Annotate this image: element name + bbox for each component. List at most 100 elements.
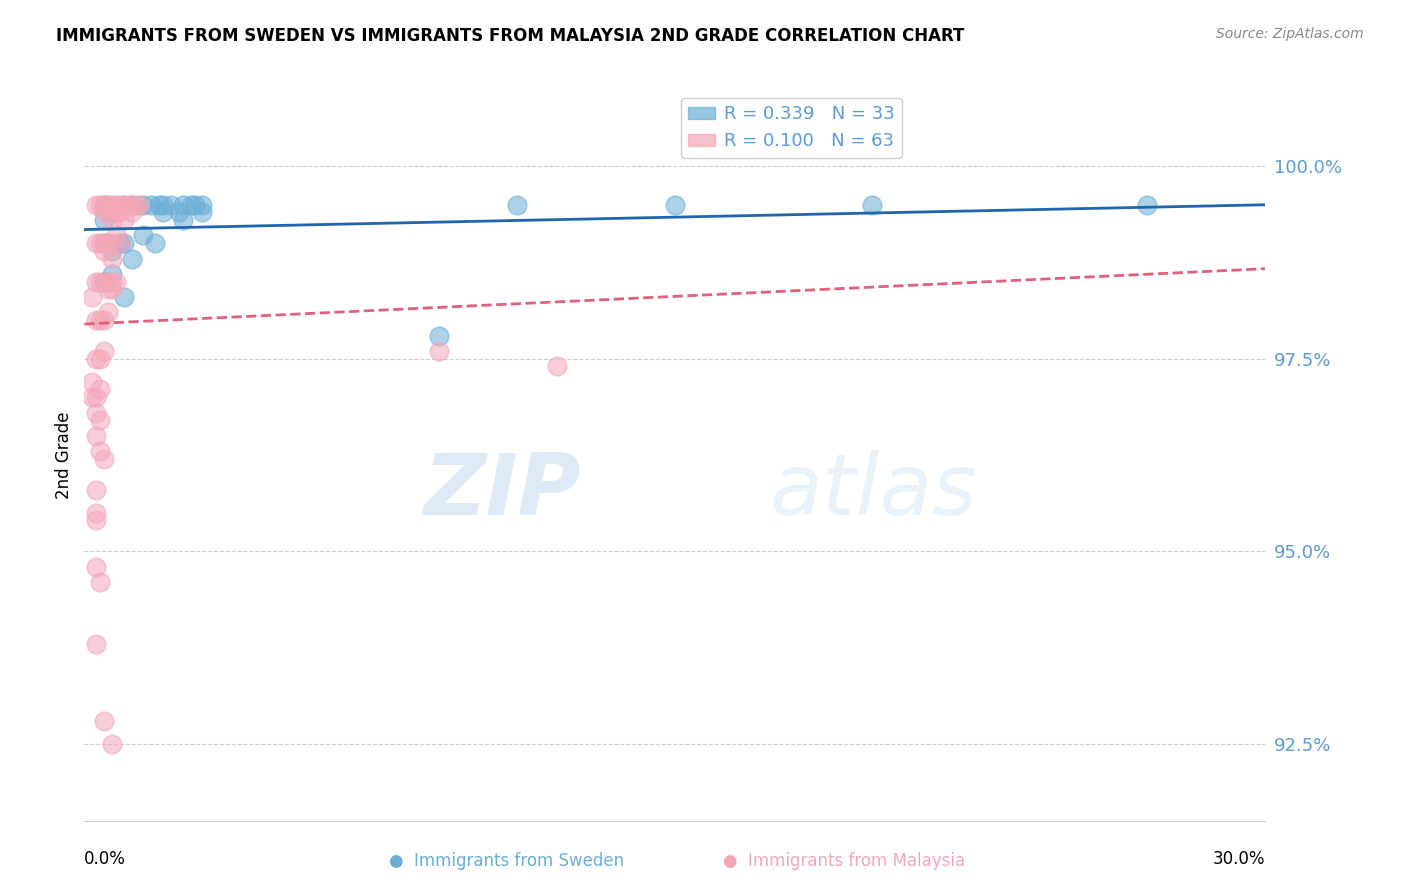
Point [160,197,183,211]
Point [84,506,107,520]
Point [97,282,120,296]
Point [84,275,107,289]
Point [97,305,120,319]
Point [93,236,115,251]
Point [860,197,883,211]
Point [93,343,115,358]
Point [101,267,124,281]
Point [152,197,174,211]
Point [93,275,115,289]
Text: ZIP: ZIP [423,450,581,533]
Point [101,244,124,258]
Point [121,197,143,211]
Point [84,236,107,251]
Point [89,444,111,458]
Y-axis label: 2nd Grade: 2nd Grade [55,411,73,499]
Point [128,197,150,211]
Point [93,451,115,466]
Point [89,413,111,427]
Point [104,205,127,219]
Point [121,197,143,211]
Point [97,205,120,219]
Point [148,197,170,211]
Point [97,236,120,251]
Point [108,236,131,251]
Point [427,328,450,343]
Point [89,275,111,289]
Point [89,574,111,589]
Point [112,213,135,227]
Point [93,313,115,327]
Point [143,236,166,251]
Point [84,197,107,211]
Point [172,197,194,211]
Point [89,313,111,327]
Point [180,197,202,211]
Point [101,213,124,227]
Point [108,197,131,211]
Point [93,236,115,251]
Point [167,205,190,219]
Point [93,213,115,227]
Point [104,228,127,243]
Point [101,197,124,211]
Point [152,205,174,219]
Point [108,236,131,251]
Point [84,483,107,497]
Point [141,197,163,211]
Legend: R = 0.339   N = 33, R = 0.100   N = 63: R = 0.339 N = 33, R = 0.100 N = 63 [681,98,903,158]
Point [108,205,131,219]
Point [101,282,124,296]
Text: Source: ZipAtlas.com: Source: ZipAtlas.com [1216,27,1364,41]
Text: 0.0%: 0.0% [84,850,127,868]
Point [93,197,115,211]
Point [82,290,104,304]
Point [93,205,115,219]
Point [101,236,124,251]
Point [84,559,107,574]
Point [546,359,568,374]
Point [101,737,124,751]
Point [172,213,194,227]
Point [132,197,155,211]
Point [124,197,146,211]
Point [191,205,214,219]
Point [191,197,214,211]
Point [97,197,120,211]
Point [89,383,111,397]
Point [112,197,135,211]
Point [121,252,143,266]
Point [117,197,139,211]
Point [93,244,115,258]
Point [121,205,143,219]
Point [104,197,127,211]
Point [89,197,111,211]
Point [101,275,124,289]
Point [101,252,124,266]
Point [664,197,686,211]
Point [84,513,107,527]
Point [104,275,127,289]
Point [427,343,450,358]
Point [101,205,124,219]
Text: ●  Immigrants from Malaysia: ● Immigrants from Malaysia [723,852,965,870]
Point [112,290,135,304]
Point [1136,197,1159,211]
Point [506,197,529,211]
Point [84,313,107,327]
Point [82,390,104,404]
Point [183,197,205,211]
Point [84,636,107,650]
Point [112,197,135,211]
Point [84,406,107,420]
Point [82,375,104,389]
Point [93,714,115,728]
Point [89,236,111,251]
Point [97,275,120,289]
Text: ●  Immigrants from Sweden: ● Immigrants from Sweden [388,852,624,870]
Point [84,428,107,442]
Point [89,351,111,366]
Point [112,236,135,251]
Text: IMMIGRANTS FROM SWEDEN VS IMMIGRANTS FROM MALAYSIA 2ND GRADE CORRELATION CHART: IMMIGRANTS FROM SWEDEN VS IMMIGRANTS FRO… [56,27,965,45]
Text: 30.0%: 30.0% [1213,850,1265,868]
